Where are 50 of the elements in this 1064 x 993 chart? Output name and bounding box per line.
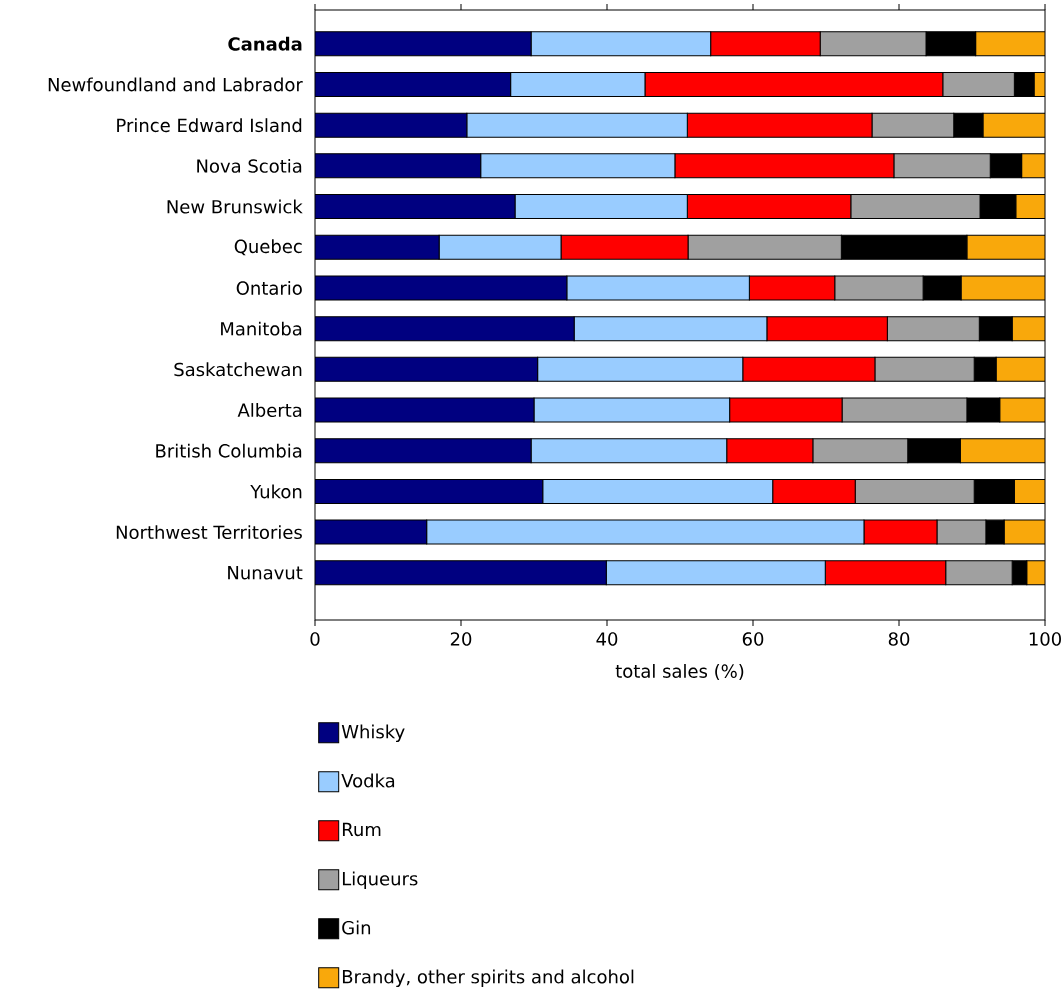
bar (315, 478, 544, 504)
y-tick-label: Quebec (234, 239, 302, 256)
y-tick-label: Canada (228, 36, 302, 51)
legend-label: Gin (342, 920, 371, 935)
bar (315, 234, 440, 260)
bar (315, 71, 512, 97)
legend-label: Brandy, other spirits and alcohol (342, 969, 634, 987)
x-tick-label: 40 (596, 632, 618, 646)
x-tick-label: 100 (1029, 632, 1061, 646)
y-tick-label: Nunavut (228, 566, 303, 580)
y-tick-label: Alberta (237, 403, 302, 417)
y-tick-label: Saskatchewan (174, 362, 302, 377)
x-tick-label: 20 (450, 632, 472, 646)
bar (315, 519, 428, 545)
y-tick-label: Northwest Territories (116, 525, 302, 540)
bar (1011, 316, 1046, 342)
y-tick-label: British Columbia (156, 443, 302, 458)
bar (315, 316, 575, 342)
bar (960, 275, 1046, 301)
legend-label: Rum (342, 822, 381, 837)
x-axis-title: total sales (%) (615, 664, 744, 681)
bar (315, 560, 607, 586)
bar (315, 153, 482, 179)
bar (966, 234, 1046, 260)
bar (995, 356, 1046, 382)
x-tick-label: 80 (888, 632, 910, 646)
y-tick-label: Nova Scotia (197, 158, 302, 173)
bar (959, 438, 1046, 464)
y-tick-label: Yukon (250, 484, 302, 499)
legend-label: Liqueurs (342, 871, 418, 889)
bar (1013, 478, 1046, 504)
y-tick-label: Manitoba (221, 321, 302, 336)
y-tick-label: New Brunswick (167, 199, 303, 214)
bar (315, 356, 539, 382)
legend-label: Vodka (341, 773, 395, 788)
bar (315, 194, 516, 220)
legend-label: Whisky (341, 724, 405, 742)
y-tick-label: Prince Edward Island (117, 118, 302, 133)
bar (982, 112, 1046, 138)
y-tick-label: Ontario (236, 280, 302, 295)
x-tick-label: 60 (742, 632, 764, 646)
bar (315, 397, 535, 423)
bar (315, 438, 532, 464)
bar (315, 112, 468, 138)
bar (1015, 194, 1046, 220)
x-tick-label: 0 (310, 632, 320, 646)
bar (315, 31, 532, 57)
y-tick-label: Newfoundland and Labrador (48, 77, 303, 92)
bar (975, 31, 1046, 57)
bar (315, 275, 568, 301)
